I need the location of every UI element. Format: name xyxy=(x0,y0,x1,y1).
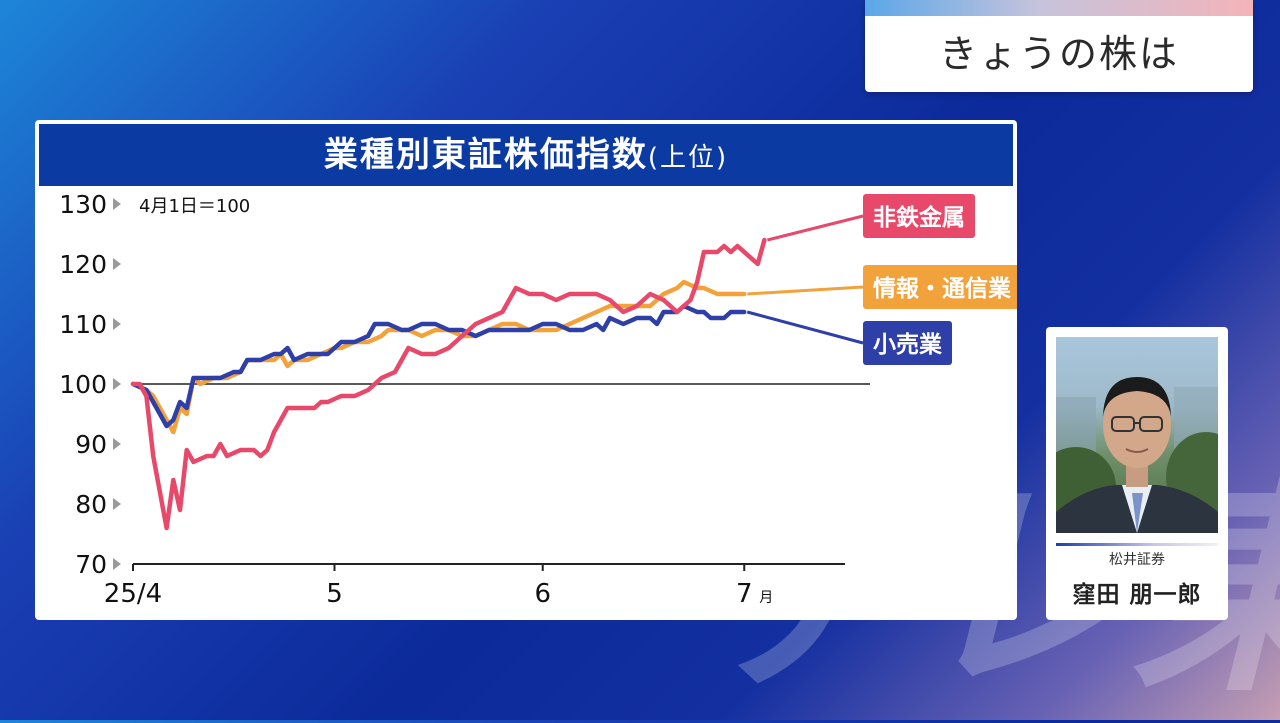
series-line xyxy=(130,237,767,531)
x-tick-suffix: 月 xyxy=(759,590,773,606)
x-tick-label: 5 xyxy=(326,579,343,609)
y-tick-marker xyxy=(113,438,121,450)
y-tick-label: 110 xyxy=(59,310,107,339)
series-label-box xyxy=(863,265,1017,309)
y-tick-marker xyxy=(113,558,121,570)
topic-label: きょうの株は xyxy=(938,32,1179,76)
x-tick-label: 7 xyxy=(736,579,753,609)
y-tick-label: 120 xyxy=(59,250,107,279)
y-tick-label: 70 xyxy=(75,550,107,579)
chart-title-bar: 業種別東証株価指数(上位) xyxy=(39,124,1013,186)
chart-subtitle: (上位) xyxy=(647,143,729,173)
y-tick-label: 90 xyxy=(75,430,107,459)
y-tick-marker xyxy=(113,198,121,210)
guest-accent-line xyxy=(1056,543,1218,546)
series-line xyxy=(130,279,747,435)
series-label-box xyxy=(863,321,952,365)
line-chart: 130 120 110 100 90 80 70 4月1日＝100 25/4 5 6 7 月 情報・通信業… xyxy=(59,190,1017,609)
x-tick-label: 25/4 xyxy=(104,579,162,609)
topic-banner: きょうの株は xyxy=(865,0,1253,92)
y-tick-label: 80 xyxy=(75,490,107,519)
series-label: 非鉄金属 xyxy=(873,204,965,231)
series-leader-line xyxy=(747,285,864,296)
y-tick-label: 100 xyxy=(59,370,107,399)
x-tick-label: 6 xyxy=(534,579,551,609)
guest-affiliation: 松井証券 xyxy=(1109,552,1165,568)
chart-note: 4月1日＝100 xyxy=(139,196,250,217)
y-tick-label: 130 xyxy=(59,190,107,219)
series-label-box xyxy=(863,194,975,238)
series-line xyxy=(130,303,747,429)
y-tick-marker xyxy=(113,318,121,330)
chart-title: 業種別東証株価指数 xyxy=(323,135,648,175)
topic-accent-bar xyxy=(865,0,1253,16)
series-leader-line xyxy=(746,310,864,345)
y-tick-marker xyxy=(113,258,121,270)
y-tick-marker xyxy=(113,498,121,510)
series-label: 小売業 xyxy=(873,331,943,358)
guest-name: 窪田 朋一郎 xyxy=(1072,582,1202,608)
series-label: 情報・通信業 xyxy=(873,275,1012,302)
guest-card: 松井証券 窪田 朋一郎 xyxy=(1046,327,1228,620)
series-leader-line xyxy=(767,214,864,242)
y-tick-marker xyxy=(113,378,121,390)
chart-panel: 業種別東証株価指数(上位) 130 120 110 100 90 80 70 4月1日＝100… xyxy=(35,120,1017,620)
guest-photo xyxy=(1056,337,1218,533)
